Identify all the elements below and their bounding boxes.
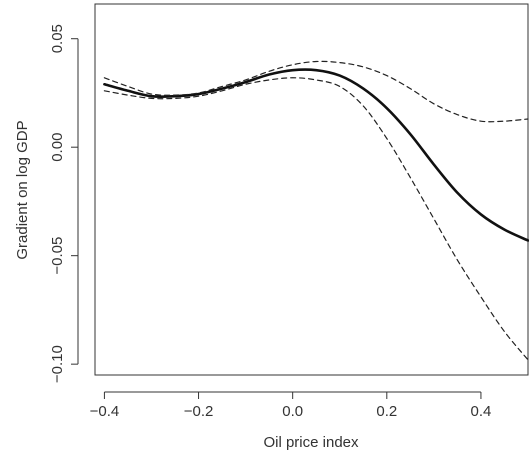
- plot-frame: [94, 3, 529, 376]
- y-tick-label: 0.00: [49, 133, 66, 162]
- x-tick-label: −0.4: [90, 403, 120, 420]
- x-axis-title: Oil price index: [263, 434, 359, 451]
- x-tick-label: 0.0: [282, 403, 303, 420]
- estimate-line: [103, 68, 529, 242]
- confidence-band-line: [103, 60, 529, 123]
- x-tick-label: 0.2: [376, 403, 397, 420]
- y-axis-title: Gradient on log GDP: [14, 120, 31, 259]
- y-tick-label: −0.05: [49, 237, 66, 275]
- y-tick-label: 0.05: [49, 24, 66, 53]
- y-tick-label: −0.10: [49, 345, 66, 383]
- x-axis: −0.4 −0.2 0.0 0.2 0.4: [90, 391, 492, 420]
- x-tick-label: 0.4: [471, 403, 492, 420]
- y-axis: −0.10 −0.05 0.00 0.05: [49, 24, 79, 383]
- series-layer: [103, 60, 529, 361]
- x-tick-label: −0.2: [184, 403, 214, 420]
- confidence-band-line: [103, 77, 529, 361]
